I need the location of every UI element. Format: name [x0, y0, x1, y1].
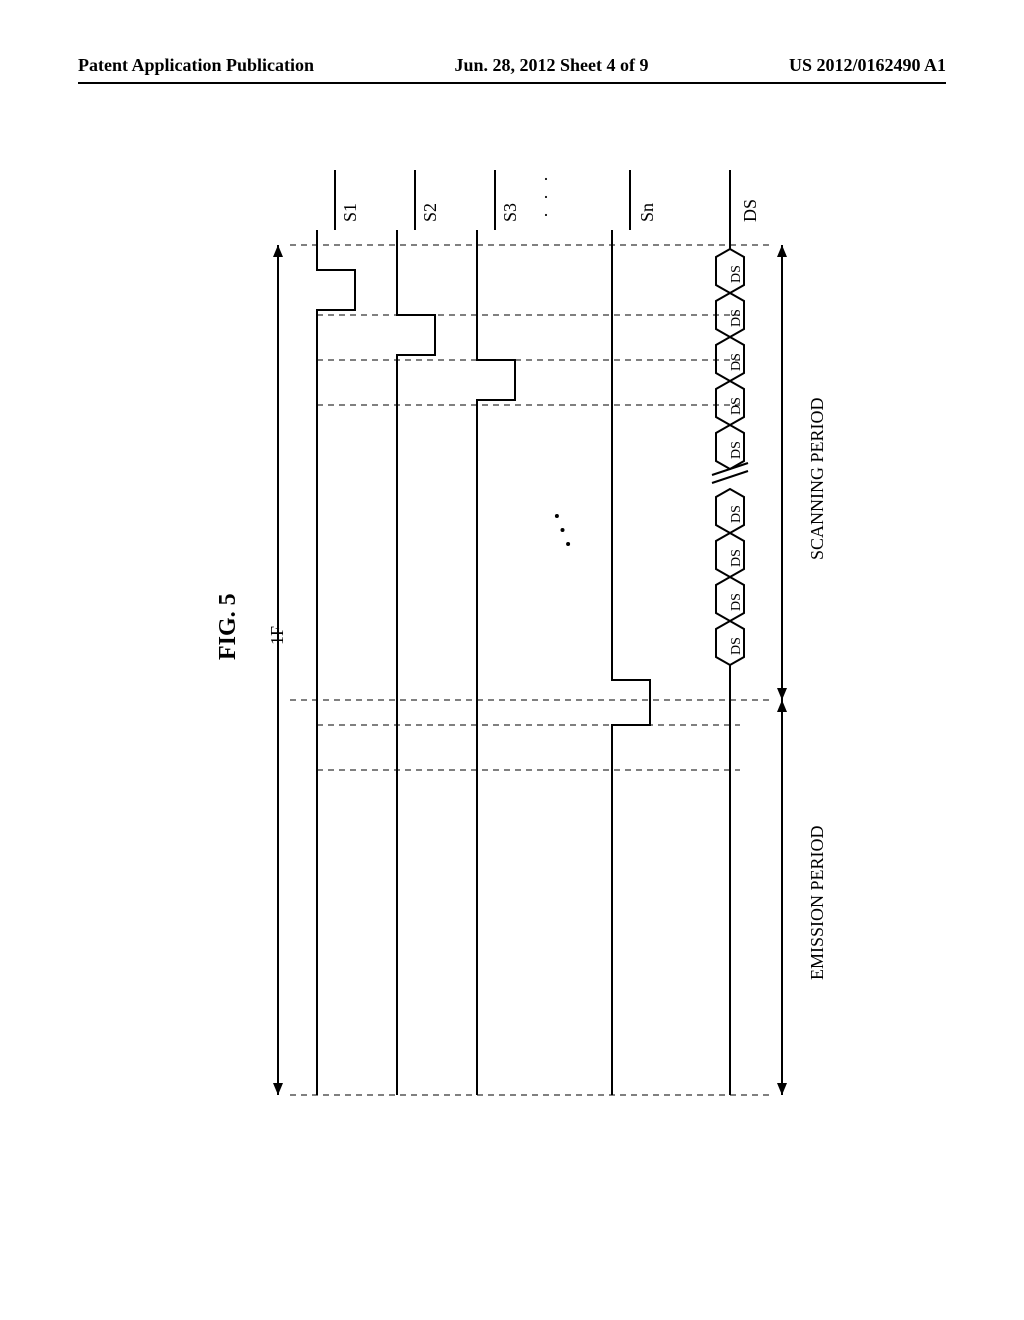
header-right: US 2012/0162490 A1 [789, 55, 946, 76]
ds-cell-label: DS [729, 265, 745, 283]
ds-cell-label: DS [729, 353, 745, 371]
ds-cell-label: DS [729, 549, 745, 567]
header-center: Jun. 28, 2012 Sheet 4 of 9 [454, 55, 648, 76]
ds-cell-label: DS [729, 309, 745, 327]
ds-cell-label: DS [729, 505, 745, 523]
ds-cell-label: DS [729, 397, 745, 415]
ds-cell-label: DS [729, 637, 745, 655]
ds-cell-label: DS [729, 593, 745, 611]
header-left: Patent Application Publication [78, 55, 314, 76]
header-rule [78, 82, 946, 84]
figure-5: FIG. 5 1F S1 S2 S3 · · · Sn DS SCANNING … [110, 140, 910, 1140]
ds-cell-label: DS [729, 441, 745, 459]
timing-diagram [110, 140, 910, 1140]
